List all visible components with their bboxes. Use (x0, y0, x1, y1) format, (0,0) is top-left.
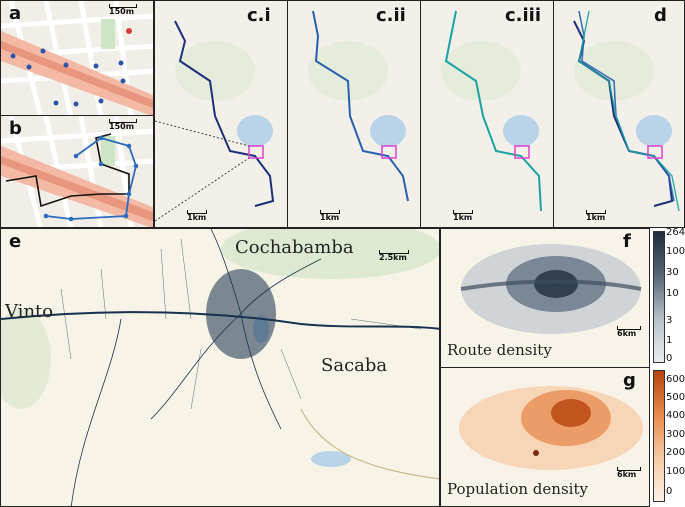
panel-g-map (441, 368, 649, 506)
colorbar-route-tick: 3 (666, 315, 673, 326)
colorbar-route-tick: 100 (666, 246, 685, 257)
panel-d-scale: 1km (586, 210, 606, 222)
panel-c-i-label: c.i (247, 5, 271, 26)
colorbar-route-tick: 10 (666, 288, 679, 299)
panel-b-scale: 150m (109, 119, 137, 131)
panel-b-label: b (9, 118, 22, 139)
panel-c-ii-scale-label: 1km (320, 213, 340, 222)
panel-b: b 150m (0, 115, 154, 228)
panel-c-ii-map (288, 1, 420, 227)
panel-c-i: c.i 1km (154, 0, 288, 228)
panel-c-iii-scale: 1km (453, 210, 473, 222)
colorbar-population-gradient (653, 370, 665, 502)
panel-d: d 1km (553, 0, 685, 228)
colorbar-route-tick: 30 (666, 267, 679, 278)
panel-d-map (554, 1, 684, 227)
panel-c-iii: c.iii 1km (420, 0, 554, 228)
panel-c-iii-scale-label: 1km (453, 213, 473, 222)
panel-a-map (1, 1, 153, 115)
place-cochabamba: Cochabamba (235, 237, 354, 258)
panel-g-caption: Population density (447, 480, 588, 498)
colorbar-population-tick: 4000 (666, 410, 685, 421)
panel-c-i-scale-label: 1km (187, 213, 207, 222)
panel-g: g Population density 6km (440, 367, 650, 507)
panel-g-scale-label: 6km (617, 470, 637, 479)
panel-c-i-map (155, 1, 287, 227)
panel-d-scale-label: 1km (586, 213, 606, 222)
panel-f: f Route density 6km (440, 228, 650, 368)
panel-c-ii-scale: 1km (320, 210, 340, 222)
panel-g-label: g (623, 370, 636, 391)
panel-f-scale-label: 6km (617, 329, 637, 338)
colorbar-route-tick: 1 (666, 335, 673, 346)
panel-c-ii-label: c.ii (376, 5, 406, 26)
panel-a-scale-label: 150m (109, 7, 135, 16)
panel-f-scale: 6km (617, 326, 641, 338)
colorbar-route: 264 100 30 10 3 1 0 (651, 227, 685, 364)
panel-e-map (1, 229, 439, 506)
panel-c-i-scale: 1km (187, 210, 207, 222)
colorbar-population-tick: 2000 (666, 447, 685, 458)
panel-d-label: d (654, 5, 667, 26)
panel-a-scale: 150m (109, 4, 137, 16)
place-vinto: Vinto (5, 301, 54, 322)
panel-a: a 150m (0, 0, 154, 116)
panel-e-scale: 2.5km (379, 250, 409, 262)
panel-c-ii: c.ii 1km (287, 0, 421, 228)
colorbar-population-tick: 3000 (666, 429, 685, 440)
colorbar-route-gradient (653, 231, 665, 363)
colorbar-route-tick: 0 (666, 353, 673, 364)
colorbar-population-tick: 5000 (666, 392, 685, 403)
panel-c-iii-map (421, 1, 553, 227)
panel-e-scale-label: 2.5km (379, 253, 407, 262)
panel-b-scale-label: 150m (109, 122, 135, 131)
colorbar-route-tick: 264 (666, 227, 685, 238)
panel-f-map (441, 229, 649, 367)
panel-f-label: f (623, 231, 631, 252)
panel-e-label: e (9, 231, 22, 252)
panel-g-scale: 6km (617, 467, 641, 479)
panel-f-caption: Route density (447, 341, 552, 359)
panel-e: e Cochabamba Vinto Sacaba 2.5km (0, 228, 440, 507)
colorbar-population-tick: 0 (666, 486, 673, 497)
colorbar-population-tick: 6000 (666, 374, 685, 385)
panel-c-iii-label: c.iii (505, 5, 542, 26)
panel-b-map (1, 116, 153, 227)
panel-a-label: a (9, 3, 22, 24)
place-sacaba: Sacaba (321, 355, 388, 376)
